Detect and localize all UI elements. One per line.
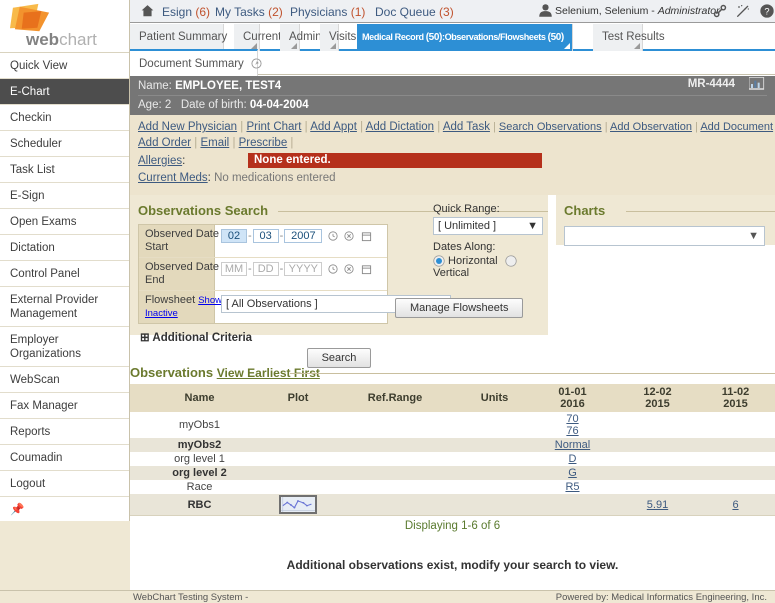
svg-text:?: ? <box>764 6 769 16</box>
